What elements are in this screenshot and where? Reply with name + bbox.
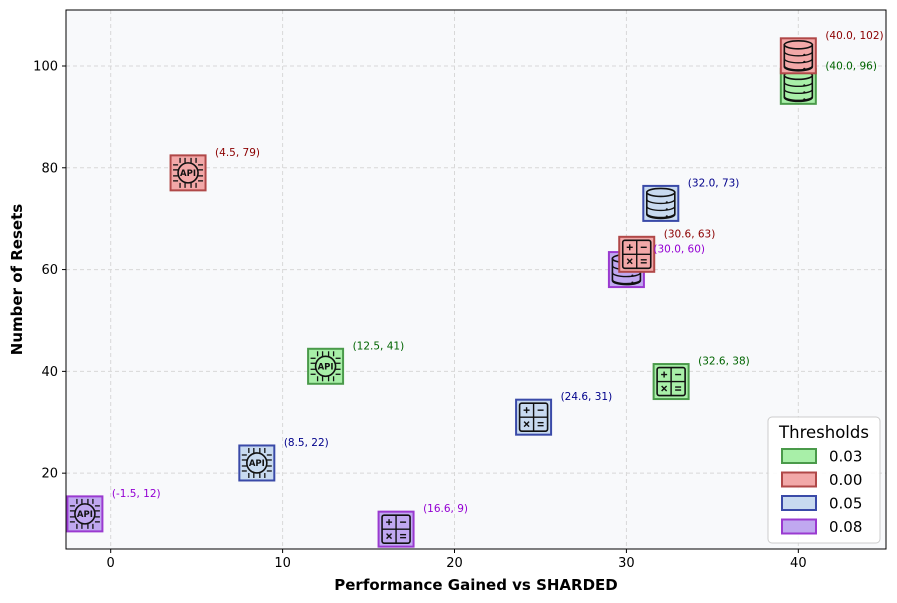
api-chip-icon: API bbox=[173, 157, 204, 188]
data-point bbox=[515, 398, 553, 436]
data-point: API bbox=[238, 444, 276, 482]
plot-frame bbox=[65, 9, 887, 550]
calculator-icon bbox=[621, 239, 652, 270]
svg-text:API: API bbox=[318, 362, 334, 372]
x-tick-label: 10 bbox=[274, 556, 291, 571]
legend-swatch bbox=[781, 518, 817, 535]
point-label: (30.6, 63) bbox=[664, 228, 716, 240]
data-point bbox=[779, 67, 817, 105]
legend-entry: 0.03 bbox=[781, 448, 862, 466]
point-label: (8.5, 22) bbox=[284, 437, 329, 449]
y-tick-label: 20 bbox=[41, 467, 58, 482]
point-label: (40.0, 102) bbox=[825, 30, 883, 42]
plot-area bbox=[66, 10, 886, 549]
x-tick-label: 30 bbox=[618, 556, 635, 571]
x-tick-label: 40 bbox=[790, 556, 807, 571]
x-tick-label: 0 bbox=[107, 556, 115, 571]
calculator-icon bbox=[656, 366, 686, 397]
legend-label: 0.08 bbox=[829, 518, 862, 536]
point-label: (16.6, 9) bbox=[423, 503, 468, 515]
point-label: (-1.5, 12) bbox=[112, 488, 161, 500]
legend-swatch bbox=[781, 448, 817, 464]
data-point: API bbox=[169, 154, 207, 192]
point-label: (4.5, 79) bbox=[215, 147, 260, 159]
point-label: (32.6, 38) bbox=[698, 356, 750, 368]
legend-swatch bbox=[781, 471, 817, 488]
point-labels: (40.0, 96) (40.0, 102) (4.5, 79) (32.0, 73)… bbox=[112, 30, 884, 515]
y-tick-label: 80 bbox=[41, 161, 58, 176]
point-marker bbox=[169, 154, 207, 192]
y-tick-label: 40 bbox=[41, 365, 58, 380]
legend-entry: 0.05 bbox=[781, 495, 862, 513]
legend-entry: 0.08 bbox=[781, 518, 862, 536]
legend-swatch bbox=[781, 495, 817, 511]
data-point bbox=[779, 37, 817, 75]
calculator-icon bbox=[518, 402, 549, 432]
svg-text:API: API bbox=[180, 169, 196, 179]
y-axis-ticks: 20 40 60 80 100 bbox=[33, 59, 66, 482]
legend-entry: 0.00 bbox=[781, 471, 862, 489]
api-chip-icon: API bbox=[69, 498, 100, 529]
legend: Thresholds 0.03 0.00 0.05 0.08 bbox=[767, 416, 881, 544]
x-axis-title: Performance Gained vs SHARDED bbox=[334, 576, 618, 594]
data-point bbox=[377, 510, 415, 548]
database-icon bbox=[783, 40, 814, 72]
point-label: (12.5, 41) bbox=[353, 340, 405, 352]
api-chip-icon: API bbox=[310, 351, 341, 382]
data-point: API bbox=[307, 347, 345, 385]
calculator-icon bbox=[381, 514, 411, 544]
legend-label: 0.03 bbox=[829, 448, 862, 466]
legend-label: 0.05 bbox=[829, 495, 862, 513]
data-point bbox=[652, 363, 690, 401]
point-label: (32.0, 73) bbox=[688, 177, 740, 189]
legend-title: Thresholds bbox=[778, 423, 869, 442]
y-tick-label: 60 bbox=[41, 263, 58, 278]
database-icon bbox=[646, 187, 676, 220]
y-tick-label: 100 bbox=[33, 59, 58, 74]
point-label: (30.0, 60) bbox=[653, 244, 705, 256]
svg-text:API: API bbox=[77, 510, 93, 520]
svg-text:API: API bbox=[249, 459, 265, 469]
database-icon bbox=[783, 70, 814, 103]
point-marker bbox=[66, 495, 104, 533]
api-chip-icon: API bbox=[241, 447, 272, 478]
point-label: (24.6, 31) bbox=[561, 391, 613, 403]
y-axis-title: Number of Resets bbox=[8, 204, 26, 355]
x-axis-ticks: 0 10 20 30 40 bbox=[107, 549, 807, 571]
x-tick-label: 20 bbox=[446, 556, 463, 571]
data-point bbox=[618, 235, 656, 273]
data-point: API bbox=[66, 495, 104, 533]
legend-label: 0.00 bbox=[829, 471, 862, 489]
data-point bbox=[642, 184, 680, 222]
point-label: (40.0, 96) bbox=[825, 60, 877, 72]
data-points: API API API API bbox=[66, 37, 817, 548]
